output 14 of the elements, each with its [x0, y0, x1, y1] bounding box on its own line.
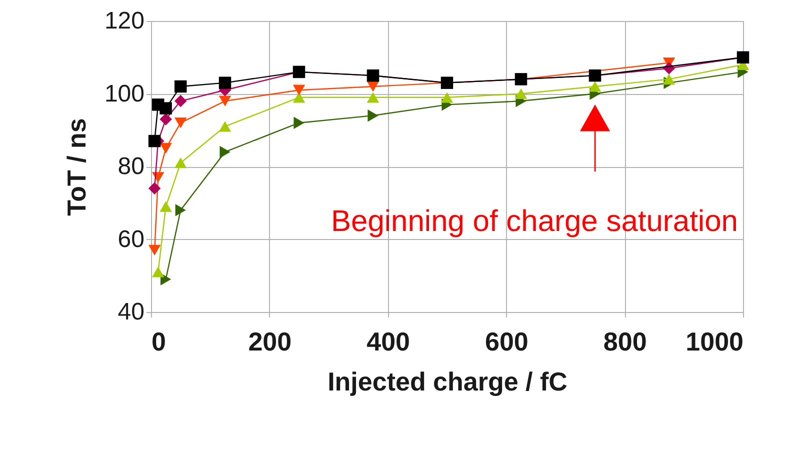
y-tick-label: 80	[118, 153, 144, 180]
y-axis-title: ToT / ns	[61, 118, 92, 216]
y-tick-label: 40	[118, 298, 144, 326]
x-axis-title: Injected charge / fC	[328, 366, 568, 396]
x-tick-label: 1000	[686, 326, 744, 356]
x-tick-label: 0	[152, 326, 166, 356]
x-tick-label: 200	[248, 326, 292, 356]
y-tick-label: 60	[118, 226, 144, 253]
annotation: Beginning of charge saturation	[331, 205, 738, 238]
x-tick-label: 800	[603, 326, 647, 356]
x-tick-label: 600	[485, 326, 528, 356]
y-tick-label: 100	[104, 80, 144, 108]
x-tick-label: 400	[366, 326, 410, 356]
y-tick-label: 120	[104, 8, 144, 34]
